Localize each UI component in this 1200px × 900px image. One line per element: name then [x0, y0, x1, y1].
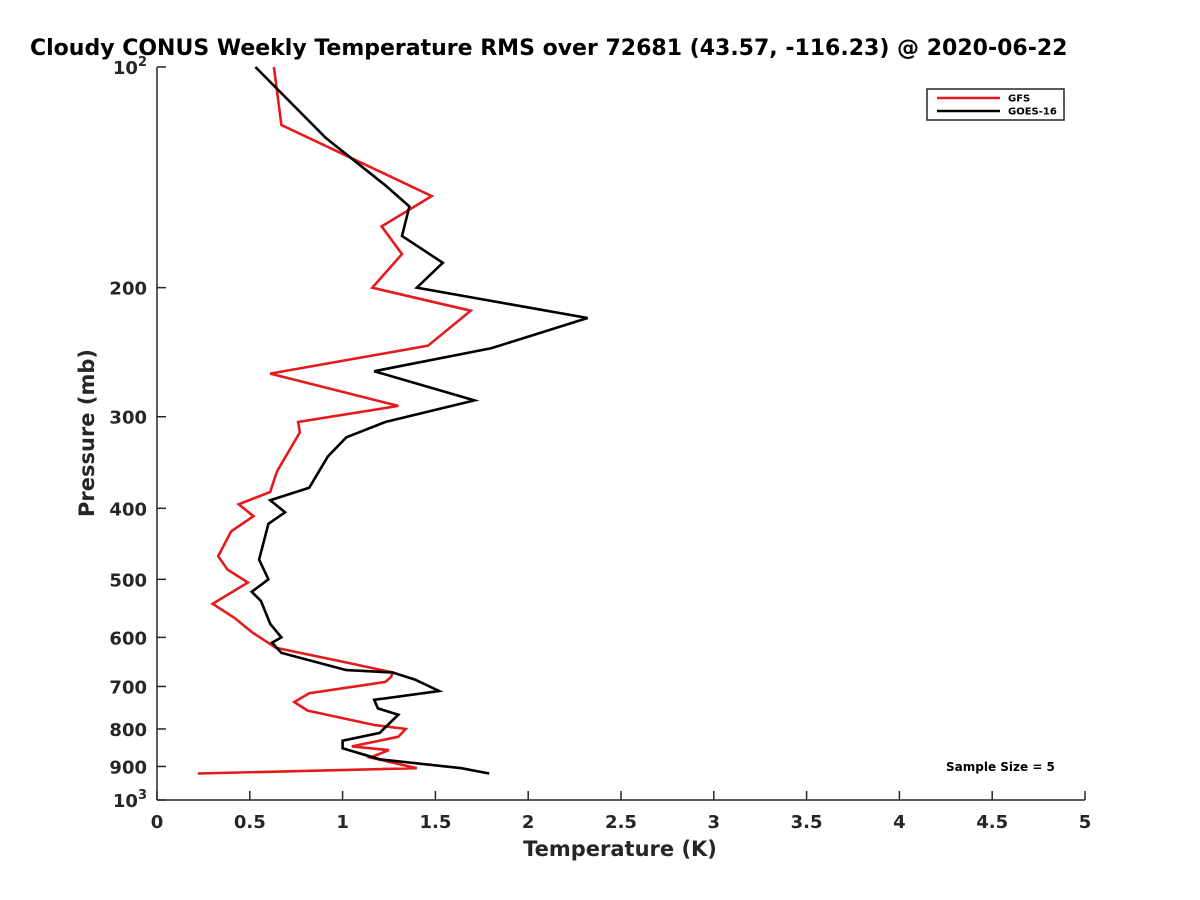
x-tick-label: 0 [151, 812, 164, 833]
chart-title: Cloudy CONUS Weekly Temperature RMS over… [30, 36, 1067, 61]
y-tick-label: 600 [109, 628, 147, 649]
y-tick-label: 300 [109, 408, 147, 429]
series-lines [197, 66, 588, 775]
legend-label-gfs: GFS [1008, 94, 1030, 105]
y-axis-label: Pressure (mb) [75, 349, 99, 517]
y-tick-label: 700 [109, 677, 147, 698]
x-tick-label: 2.5 [605, 812, 637, 833]
x-tick-label: 0.5 [234, 812, 266, 833]
x-tick-label: 1.5 [419, 812, 451, 833]
x-axis-label: Temperature (K) [523, 837, 717, 861]
x-tick-label: 2 [522, 812, 535, 833]
x-tick-label: 4.5 [976, 812, 1008, 833]
y-tick-label: 900 [109, 757, 147, 778]
y-tick-label: 103 [113, 788, 147, 812]
series-line-goes16 [249, 66, 588, 775]
x-tick-label: 4 [893, 812, 906, 833]
y-tick-label: 500 [109, 570, 147, 591]
y-tick-label: 102 [113, 55, 147, 79]
x-tick-label: 5 [1079, 812, 1092, 833]
legend: GFS GOES-16 [926, 88, 1065, 121]
axes: 0 0.5 1 1.5 2 2.5 3 3.5 4 4.5 5 102 200 300 400 500 600 7… [109, 55, 1091, 833]
x-tick-label: 3.5 [791, 812, 823, 833]
sample-size-annotation: Sample Size = 5 [946, 760, 1055, 774]
y-tick-label: 400 [109, 499, 147, 520]
legend-label-goes16: GOES-16 [1008, 107, 1057, 118]
y-tick-label: 200 [109, 279, 147, 300]
x-tick-label: 3 [708, 812, 721, 833]
legend-box [926, 88, 1065, 121]
x-tick-label: 1 [336, 812, 349, 833]
series-line-gfs [197, 66, 474, 775]
y-tick-label: 800 [109, 720, 147, 741]
